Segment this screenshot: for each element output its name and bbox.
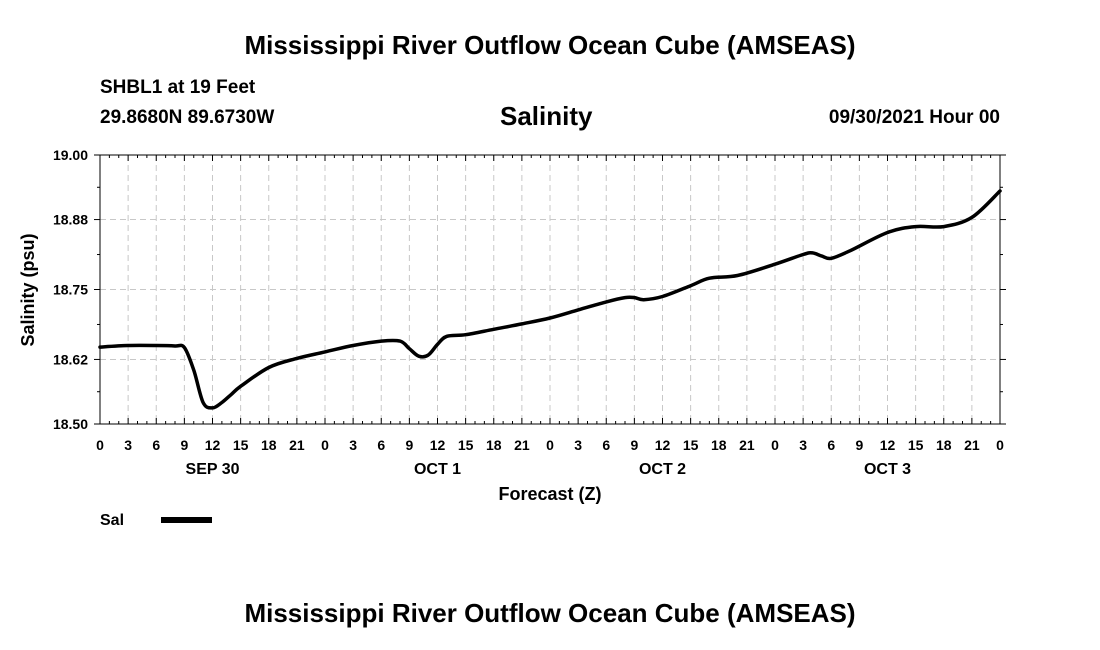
station-label: SHBL1 at 19 Feet	[100, 77, 256, 98]
x-tick-label: 6	[827, 437, 835, 453]
legend-label-sal: Sal	[100, 512, 124, 529]
x-tick-label: 3	[574, 437, 582, 453]
chart-title-bottom: Mississippi River Outflow Ocean Cube (AM…	[244, 598, 856, 628]
axes: 0 3 6 9 12 15 18 21 0 3 6 9 12 15 18 21 0 3 6 9 12 15 18 21 0 3 6 9…	[53, 147, 1006, 478]
grid-lines	[100, 155, 1000, 424]
x-tick-label: 18	[936, 437, 952, 453]
x-tick-label: 0	[996, 437, 1004, 453]
series-line-sal	[98, 189, 1002, 410]
series-layer	[98, 189, 1002, 410]
x-tick-label: 15	[908, 437, 924, 453]
x-tick-label: 9	[405, 437, 413, 453]
x-tick-label: 21	[964, 437, 980, 453]
day-label: OCT 3	[864, 461, 911, 478]
x-tick-label: 3	[124, 437, 132, 453]
chart-title-top: Mississippi River Outflow Ocean Cube (AM…	[244, 30, 856, 60]
day-label: OCT 1	[414, 461, 461, 478]
x-tick-label: 3	[799, 437, 807, 453]
x-tick-label: 9	[630, 437, 638, 453]
x-tick-label: 3	[349, 437, 357, 453]
y-axis-label: Salinity (psu)	[18, 233, 38, 346]
x-tick-label: 0	[321, 437, 329, 453]
x-tick-label: 0	[546, 437, 554, 453]
x-tick-label: 12	[430, 437, 446, 453]
coordinates-label: 29.8680N 89.6730W	[100, 107, 275, 128]
x-tick-label: 6	[602, 437, 610, 453]
x-tick-label: 15	[683, 437, 699, 453]
x-tick-label: 0	[771, 437, 779, 453]
x-tick-label: 12	[205, 437, 221, 453]
x-tick-label: 15	[458, 437, 474, 453]
x-tick-label: 18	[711, 437, 727, 453]
y-tick-label: 18.75	[53, 282, 88, 298]
y-tick-label: 18.62	[53, 351, 88, 367]
x-tick-label: 12	[880, 437, 896, 453]
y-tick-label: 18.88	[53, 212, 88, 228]
x-tick-label: 21	[289, 437, 305, 453]
legend: Sal	[100, 512, 212, 529]
x-tick-label: 18	[486, 437, 502, 453]
x-tick-label: 9	[180, 437, 188, 453]
x-tick-label: 0	[96, 437, 104, 453]
forecast-datetime: 09/30/2021 Hour 00	[828, 107, 1000, 128]
x-tick-label: 21	[739, 437, 755, 453]
x-tick-label: 6	[377, 437, 385, 453]
y-tick-label: 19.00	[53, 147, 88, 163]
x-tick-label: 6	[152, 437, 160, 453]
x-tick-label: 12	[655, 437, 671, 453]
x-tick-label: 15	[233, 437, 249, 453]
x-tick-label: 18	[261, 437, 277, 453]
y-tick-label: 18.50	[53, 416, 88, 432]
x-axis-label: Forecast (Z)	[498, 484, 601, 504]
parameter-title: Salinity	[500, 101, 593, 131]
day-label: OCT 2	[639, 461, 686, 478]
day-label: SEP 30	[186, 461, 240, 478]
x-tick-label: 21	[514, 437, 530, 453]
x-tick-label: 9	[855, 437, 863, 453]
